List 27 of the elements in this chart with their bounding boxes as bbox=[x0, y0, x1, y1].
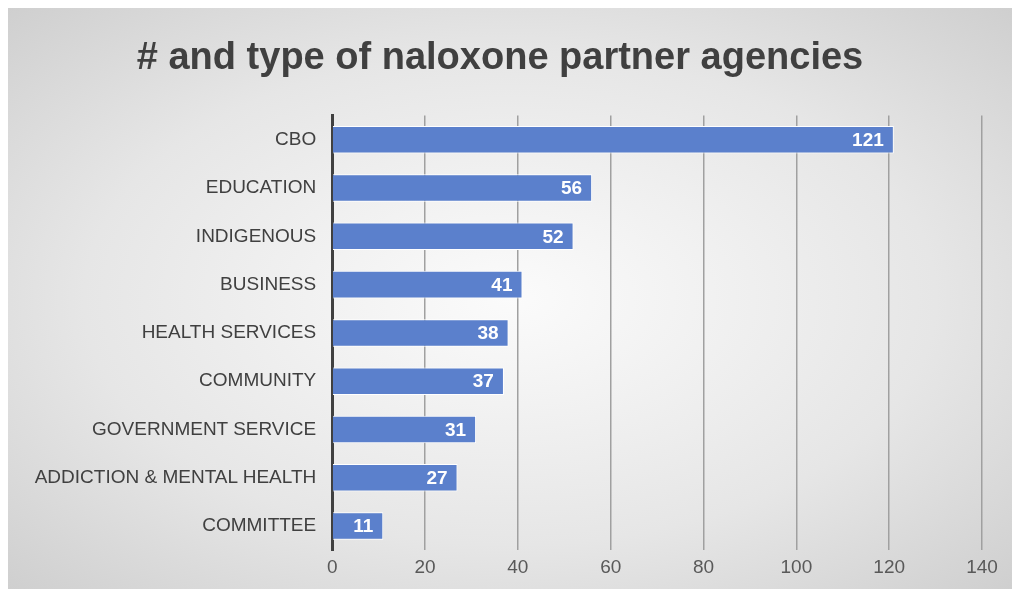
x-tick-label: 40 bbox=[507, 555, 529, 577]
data-label: 37 bbox=[472, 370, 494, 392]
y-tick-label: ADDICTION & MENTAL HEALTH bbox=[34, 466, 317, 487]
data-label: 38 bbox=[477, 322, 499, 344]
chart-title: # and type of naloxone partner agencies bbox=[136, 35, 864, 78]
y-tick-label: BUSINESS bbox=[220, 272, 317, 294]
x-tick-label: 80 bbox=[692, 555, 715, 577]
y-tick-label: HEALTH SERVICES bbox=[141, 321, 317, 343]
data-label: 52 bbox=[542, 225, 564, 247]
y-tick-label: INDIGENOUS bbox=[195, 224, 317, 246]
x-tick-label: 0 bbox=[326, 555, 338, 577]
x-tick-label: 20 bbox=[414, 555, 436, 577]
y-tick-label: GOVERNMENT SERVICE bbox=[92, 417, 317, 439]
y-tick-label: CBO bbox=[275, 127, 317, 149]
x-tick-label: 100 bbox=[780, 555, 813, 577]
x-tick-label: 120 bbox=[873, 555, 906, 577]
y-tick-label: EDUCATION bbox=[205, 176, 317, 198]
x-tick-label: 60 bbox=[600, 555, 622, 577]
data-label: 11 bbox=[353, 515, 374, 537]
data-label: 41 bbox=[491, 273, 513, 295]
y-tick-label: COMMITTEE bbox=[202, 514, 317, 536]
data-label: 121 bbox=[852, 128, 885, 150]
data-label: 56 bbox=[560, 177, 583, 199]
data-label: 27 bbox=[426, 467, 448, 488]
y-tick-label: COMMUNITY bbox=[199, 369, 317, 391]
x-tick-label: 140 bbox=[966, 555, 998, 577]
data-label: 31 bbox=[444, 418, 467, 440]
